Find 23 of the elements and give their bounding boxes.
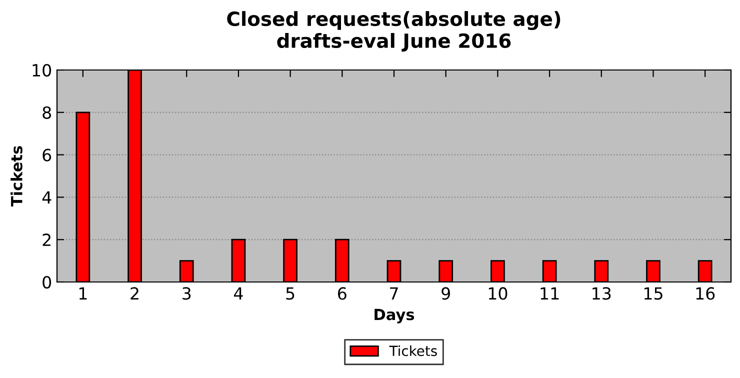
x-tick-label: 11 <box>540 287 559 300</box>
y-axis-title: Tickets <box>10 146 22 207</box>
chart-title: Closed requests(absolute age) drafts-eval June 2016 <box>227 11 560 52</box>
x-tick-label: 6 <box>338 287 346 300</box>
x-tick-label: 10 <box>488 287 508 300</box>
y-tick-label: 2 <box>42 234 50 246</box>
x-tick-label: 7 <box>390 287 398 300</box>
x-tick-label: 1 <box>79 287 87 300</box>
y-tick-label: 8 <box>42 106 51 119</box>
x-tick-label: 13 <box>592 287 611 300</box>
x-tick-label: 16 <box>696 287 715 300</box>
x-tick-label: 2 <box>130 287 138 300</box>
y-tick-label: 6 <box>42 148 52 162</box>
y-tick-label: 10 <box>32 64 52 77</box>
x-axis-title: Days <box>374 308 414 324</box>
x-tick-label: 4 <box>234 287 243 300</box>
x-tick-label: 15 <box>644 287 662 300</box>
x-tick-label: 5 <box>286 287 294 300</box>
x-tick-label: 3 <box>182 287 191 300</box>
legend-label: Tickets <box>389 345 437 356</box>
x-tick-label: 9 <box>442 287 450 300</box>
y-tick-label: 0 <box>42 276 52 289</box>
y-tick-label: 4 <box>42 191 52 204</box>
